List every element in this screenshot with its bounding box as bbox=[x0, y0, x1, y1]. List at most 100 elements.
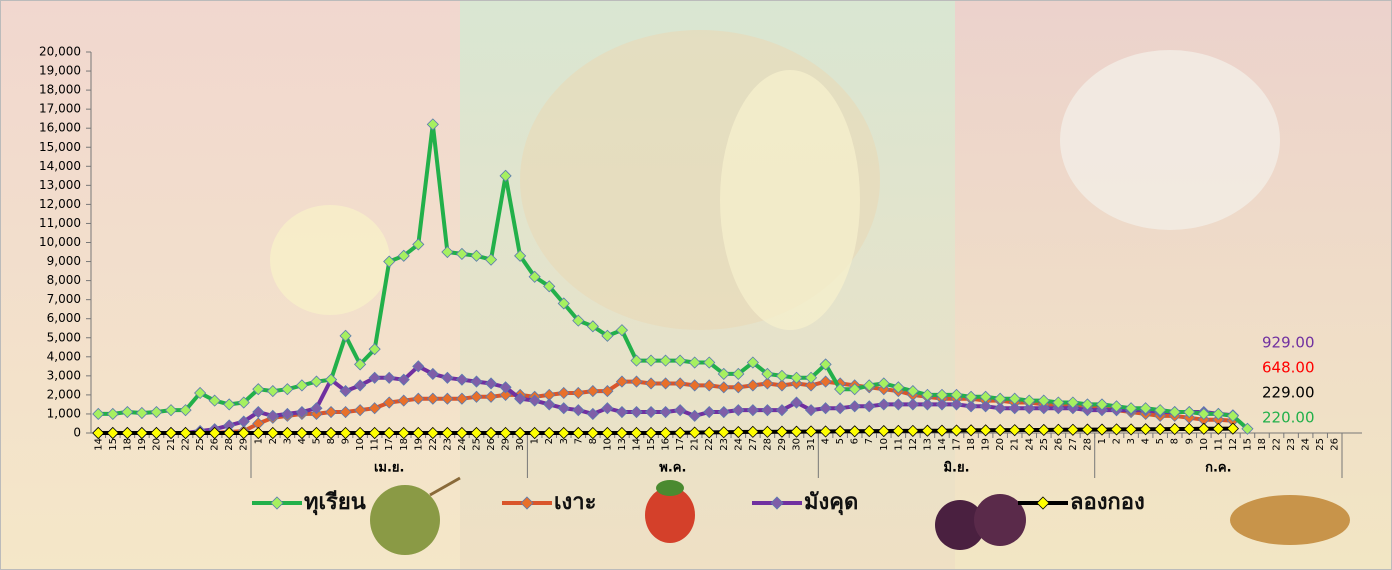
marker bbox=[804, 404, 818, 417]
marker bbox=[1037, 394, 1050, 407]
marker bbox=[703, 379, 716, 392]
x-tick-label: 11 bbox=[370, 438, 381, 451]
annotation: 220.00 bbox=[1262, 409, 1315, 427]
x-tick-label: 11 bbox=[893, 438, 904, 451]
marker bbox=[354, 379, 367, 392]
marker bbox=[964, 400, 978, 413]
marker bbox=[601, 426, 614, 440]
marker bbox=[804, 371, 818, 384]
marker bbox=[368, 343, 381, 356]
marker bbox=[848, 400, 861, 413]
month-label: เม.ย. bbox=[374, 461, 405, 476]
marker bbox=[775, 379, 789, 392]
marker bbox=[659, 354, 672, 367]
y-tick-label: 0 bbox=[73, 426, 81, 440]
x-tick-label: 24 bbox=[1301, 438, 1312, 451]
marker bbox=[383, 426, 396, 440]
marker bbox=[863, 425, 876, 438]
marker bbox=[1081, 423, 1094, 436]
marker bbox=[935, 398, 949, 411]
marker bbox=[543, 426, 556, 440]
x-tick-label: 4 bbox=[297, 438, 308, 444]
marker bbox=[1212, 407, 1225, 421]
x-tick-label: 7 bbox=[573, 438, 584, 444]
marker bbox=[863, 400, 876, 413]
marker bbox=[746, 404, 759, 417]
marker bbox=[1095, 423, 1109, 436]
marker bbox=[1066, 396, 1079, 409]
x-tick-label: 10 bbox=[879, 438, 890, 451]
marker bbox=[746, 356, 759, 369]
marker bbox=[775, 404, 789, 417]
marker bbox=[746, 379, 759, 392]
marker bbox=[819, 375, 832, 388]
marker bbox=[164, 404, 178, 417]
marker bbox=[499, 381, 512, 394]
marker bbox=[1110, 400, 1123, 413]
marker bbox=[892, 424, 905, 437]
marker bbox=[761, 367, 774, 381]
marker bbox=[266, 385, 279, 398]
x-tick-label: 18 bbox=[399, 438, 410, 451]
x-tick-label: 22 bbox=[428, 438, 439, 451]
marker bbox=[630, 426, 643, 440]
marker bbox=[339, 385, 352, 398]
marker bbox=[194, 386, 207, 400]
y-tick-label: 9,000 bbox=[47, 254, 81, 268]
marker bbox=[543, 280, 556, 293]
marker bbox=[484, 377, 498, 390]
month-label: มิ.ย. bbox=[943, 461, 969, 476]
marker bbox=[514, 249, 527, 262]
marker bbox=[906, 424, 919, 437]
annotation: 229.00 bbox=[1262, 384, 1315, 402]
marker bbox=[484, 390, 498, 403]
x-tick-label: 22 bbox=[181, 438, 192, 451]
marker bbox=[455, 247, 469, 260]
marker bbox=[1197, 422, 1210, 435]
y-tick-label: 17,000 bbox=[39, 102, 81, 116]
marker bbox=[804, 379, 818, 392]
marker bbox=[994, 424, 1007, 437]
marker bbox=[732, 425, 745, 439]
x-tick-label: 15 bbox=[1242, 438, 1253, 451]
marker bbox=[717, 426, 730, 439]
marker bbox=[950, 398, 963, 411]
marker bbox=[310, 426, 323, 440]
x-tick-label: 5 bbox=[311, 438, 322, 444]
legend-marker bbox=[520, 496, 534, 510]
x-tick-label: 27 bbox=[1068, 438, 1079, 451]
x-tick-label: 8 bbox=[326, 438, 337, 444]
x-tick-label: 25 bbox=[195, 438, 206, 451]
x-tick-label: 30 bbox=[792, 438, 803, 451]
marker bbox=[92, 407, 105, 421]
marker bbox=[252, 383, 265, 396]
x-tick-label: 4 bbox=[1141, 438, 1152, 444]
marker bbox=[354, 426, 367, 440]
marker bbox=[674, 404, 687, 417]
marker bbox=[1168, 422, 1181, 436]
marker bbox=[761, 425, 774, 438]
x-tick-label: 20 bbox=[151, 438, 162, 451]
marker bbox=[281, 426, 294, 440]
marker bbox=[717, 381, 730, 394]
marker bbox=[935, 424, 949, 437]
marker bbox=[848, 425, 861, 438]
marker bbox=[1226, 422, 1239, 435]
x-tick-label: 3 bbox=[282, 438, 293, 444]
marker bbox=[979, 400, 992, 413]
marker bbox=[615, 375, 629, 388]
marker bbox=[761, 404, 774, 417]
marker bbox=[426, 426, 439, 440]
marker bbox=[354, 404, 367, 417]
marker bbox=[412, 426, 425, 440]
y-tick-label: 12,000 bbox=[39, 197, 81, 211]
marker bbox=[324, 405, 338, 419]
marker bbox=[412, 238, 425, 251]
marker bbox=[514, 426, 527, 440]
marker bbox=[601, 329, 614, 342]
marker bbox=[106, 426, 119, 440]
x-tick-label: 8 bbox=[588, 438, 599, 444]
y-tick-label: 20,000 bbox=[39, 45, 81, 59]
marker bbox=[572, 426, 585, 440]
x-tick-label: 1 bbox=[1097, 438, 1108, 444]
